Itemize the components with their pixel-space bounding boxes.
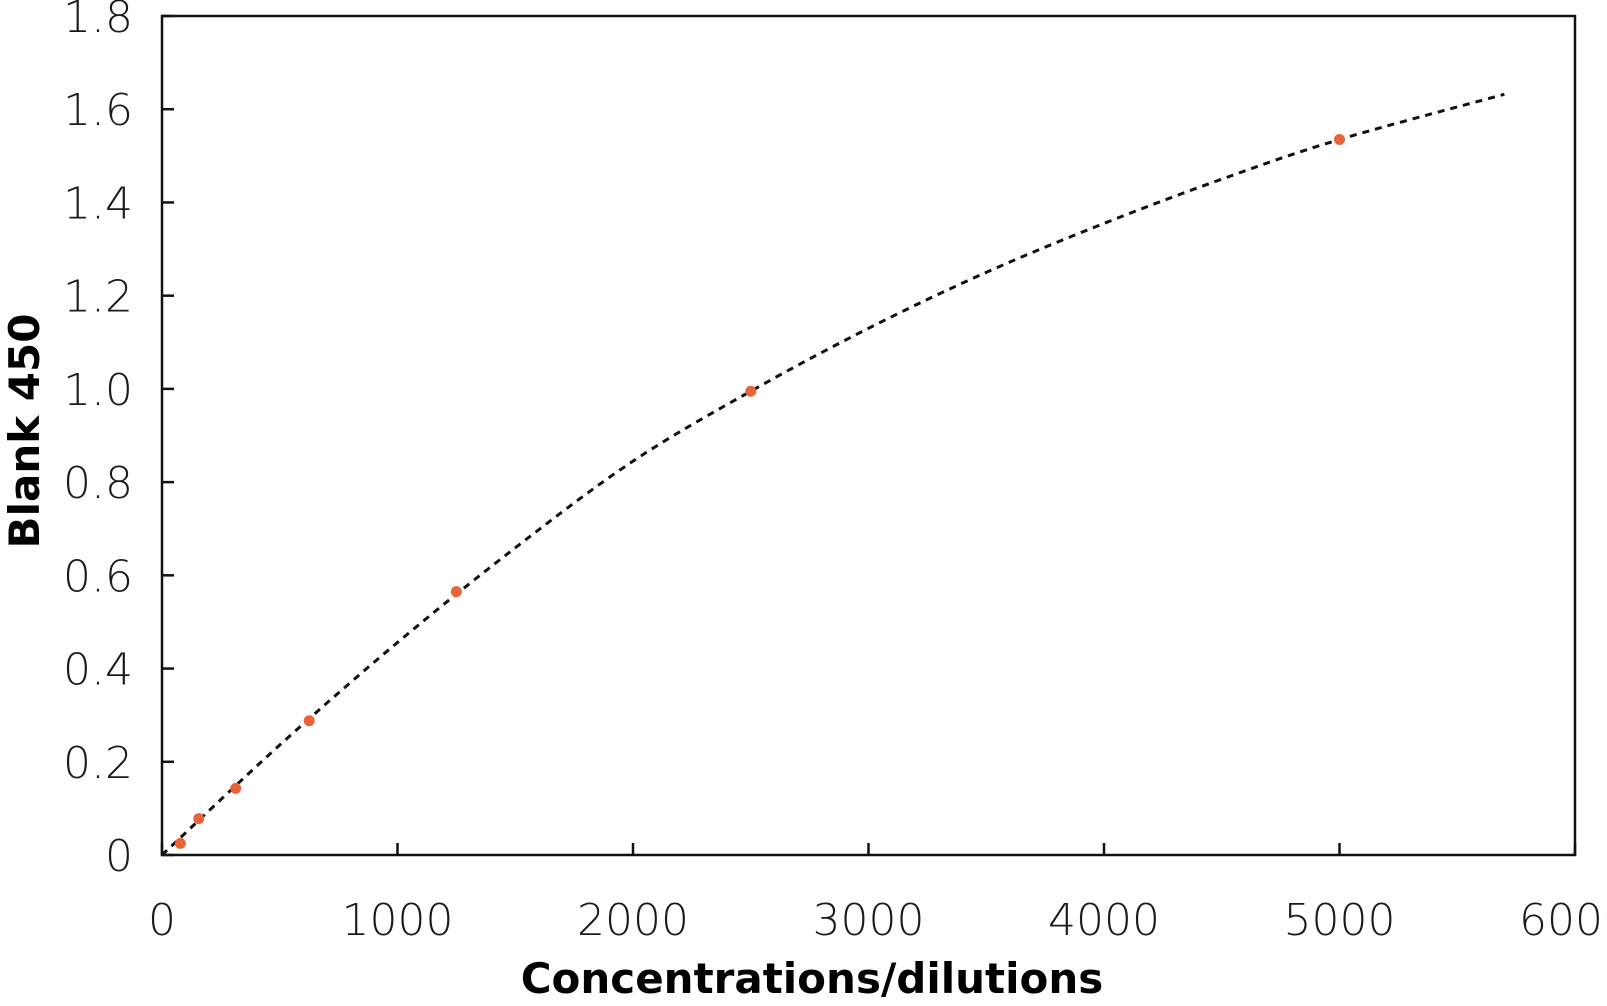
x-axis-title: Concentrations/dilutions (521, 954, 1104, 1003)
y-tick-label: 1.2 (63, 272, 133, 323)
data-point (174, 837, 186, 849)
data-point (450, 586, 462, 598)
y-tick-label: 1.4 (63, 178, 133, 229)
data-point (193, 813, 205, 825)
x-tick-label: 1000 (342, 895, 454, 946)
y-tick-label: 0.8 (63, 458, 133, 509)
trendline (160, 92, 1505, 857)
data-points (174, 134, 1345, 849)
y-tick-label: 0.6 (63, 551, 133, 602)
data-point (1334, 134, 1345, 146)
data-point (303, 715, 315, 727)
data-point (745, 385, 757, 397)
x-tick-label: 2000 (577, 895, 689, 946)
y-axis-ticks (162, 14, 174, 857)
x-tick-label: 3000 (813, 895, 925, 946)
y-tick-label: 1.0 (63, 365, 133, 416)
data-point (230, 782, 242, 794)
y-tick-label: 0.2 (63, 738, 133, 789)
plot-area (160, 14, 1577, 857)
x-tick-label: 4000 (1048, 895, 1160, 946)
y-axis-title: Blank 450 (0, 314, 49, 549)
x-axis-ticks (160, 843, 1577, 855)
x-tick-label: 5000 (1284, 895, 1396, 946)
y-tick-label: 0.4 (63, 645, 133, 696)
y-tick-label: 0 (105, 831, 133, 882)
x-tick-label: 0 (148, 895, 176, 946)
y-tick-label: 1.8 (63, 0, 133, 43)
y-axis-tick-labels: 0 0.2 0.4 0.6 0.8 1.0 1.2 1.4 1.6 1.8 (63, 0, 133, 882)
y-tick-label: 1.6 (63, 85, 133, 136)
